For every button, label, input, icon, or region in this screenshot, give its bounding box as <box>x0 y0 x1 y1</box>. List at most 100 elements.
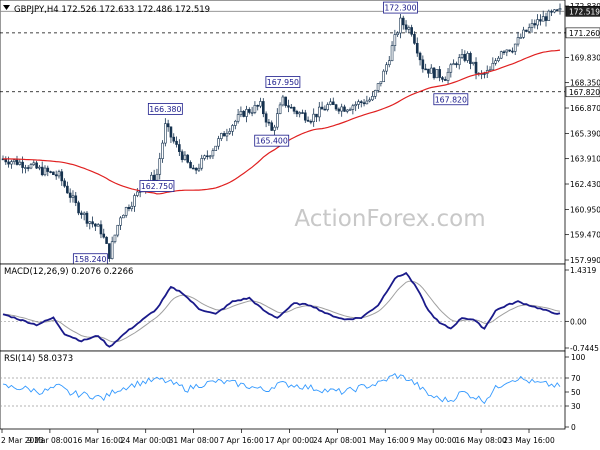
candle <box>547 9 551 21</box>
candle <box>197 163 201 172</box>
candle <box>499 50 503 60</box>
candle <box>270 120 274 131</box>
candle <box>415 37 419 57</box>
macd-label: MACD(12,26,9) 0.2076 0.2266 <box>4 267 133 277</box>
candle <box>536 14 539 30</box>
candle <box>256 104 260 111</box>
time-tick-label: 2 Mar 2023 <box>1 436 44 445</box>
candle <box>365 95 369 105</box>
candle <box>287 99 290 113</box>
candle <box>323 105 327 111</box>
candle <box>289 103 293 109</box>
candle <box>133 193 136 212</box>
price-annotation: 172.300 <box>383 1 418 14</box>
rsi-tick-label: 70 <box>571 374 581 383</box>
candle <box>180 149 184 163</box>
candle <box>441 76 444 83</box>
candle <box>231 124 234 136</box>
candle <box>105 236 108 244</box>
price-tick-label: 168.350 <box>570 79 600 88</box>
candle <box>371 92 374 102</box>
time-tick-label: 9 Mar 08:00 <box>27 436 73 445</box>
candle <box>136 188 139 198</box>
candle <box>172 133 176 144</box>
candle <box>379 81 383 87</box>
candle <box>40 161 44 177</box>
candle <box>85 210 89 227</box>
candle <box>267 119 271 126</box>
svg-text:165.400: 165.400 <box>256 137 288 146</box>
candle <box>390 41 394 62</box>
candle <box>295 109 299 117</box>
candle <box>166 119 170 132</box>
candle <box>393 29 397 52</box>
candle <box>214 145 218 152</box>
price-tick-label: 165.390 <box>570 129 600 138</box>
candle <box>334 103 338 111</box>
price-tick-label: 159.470 <box>570 231 600 240</box>
candle <box>460 48 464 59</box>
candle <box>108 243 111 262</box>
rsi-tick-label: 0 <box>571 423 576 432</box>
candle <box>373 89 377 100</box>
price-annotation: 162.750 <box>139 180 175 192</box>
macd-axis: 1.4319 0.00 -0.7445 <box>565 266 599 353</box>
candle <box>407 25 411 34</box>
rsi-pane-frame <box>0 350 566 430</box>
candle <box>452 59 455 66</box>
macd-tick-label: 1.4319 <box>570 266 596 275</box>
candle <box>519 33 523 39</box>
rsi-line <box>2 373 561 405</box>
candle <box>530 19 534 33</box>
candle <box>368 97 371 103</box>
price-tick-label: 166.870 <box>570 104 600 113</box>
candle <box>46 165 50 177</box>
candle <box>474 57 478 80</box>
candle <box>396 31 399 37</box>
svg-text:172.300: 172.300 <box>384 4 416 13</box>
candle <box>284 96 287 108</box>
candle <box>387 55 391 68</box>
candle <box>161 140 164 163</box>
candle <box>432 66 436 80</box>
candle <box>158 152 162 180</box>
candle <box>222 131 226 137</box>
candle <box>32 160 36 167</box>
price-tick-label: 169.830 <box>570 53 600 62</box>
dropdown-triangle-icon[interactable] <box>3 5 10 10</box>
candle <box>491 57 495 71</box>
candle <box>539 14 542 26</box>
symbol-header: GBPJPY,H4 172.526 172.633 172.486 172.51… <box>14 5 210 15</box>
candle <box>169 126 173 143</box>
candle <box>183 151 187 161</box>
time-tick-label: 16 Mar 16:00 <box>73 436 123 445</box>
candle <box>220 132 223 142</box>
candle <box>35 160 38 170</box>
price-annotation: 165.400 <box>254 134 290 147</box>
candle <box>555 8 559 12</box>
candle <box>49 170 52 174</box>
candle <box>82 211 86 221</box>
candle <box>164 118 167 147</box>
time-tick-label: 16 May 08:00 <box>455 436 507 445</box>
candle <box>301 109 304 114</box>
svg-text:166.380: 166.380 <box>149 105 181 114</box>
candle <box>217 135 220 150</box>
candle <box>248 107 251 115</box>
candle <box>326 102 329 112</box>
rsi-tick-label: 30 <box>571 402 581 411</box>
candle <box>94 223 97 231</box>
candle <box>211 148 215 159</box>
candle <box>497 56 500 63</box>
candle <box>127 204 131 212</box>
candle <box>455 61 458 68</box>
candle <box>15 155 19 166</box>
candle <box>60 169 64 186</box>
candle <box>348 107 352 111</box>
candle <box>242 110 246 118</box>
candle <box>331 97 335 105</box>
rsi-label: RSI(14) 58.0373 <box>4 354 73 364</box>
time-tick-label: 24 Apr 08:00 <box>313 436 362 445</box>
candle <box>508 49 511 53</box>
